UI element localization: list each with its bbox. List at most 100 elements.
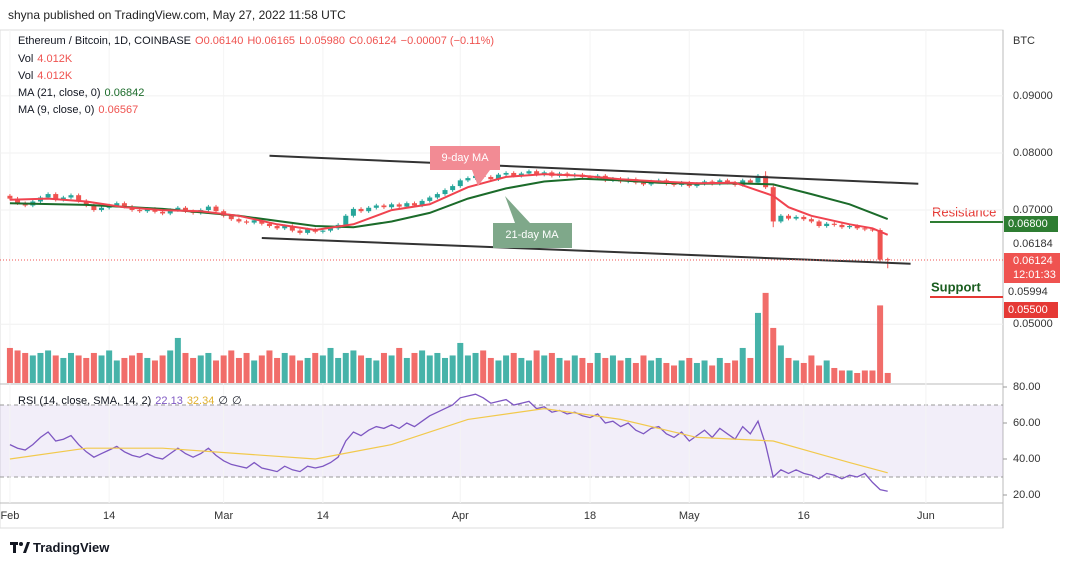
legend-ma9: MA (9, close, 0) — [18, 104, 95, 116]
candle-body — [289, 226, 295, 231]
volume-bar — [60, 357, 67, 383]
volume-bar — [113, 360, 120, 383]
volume-bar — [716, 357, 723, 383]
legend-vol-value: 4.012K — [37, 70, 73, 82]
y-tick-label: 0.05000 — [1013, 318, 1053, 330]
volume-bar — [197, 355, 204, 383]
legend-row: Ethereum / Bitcoin, 1D, COINBASE O0.06140… — [18, 35, 498, 47]
volume-bar — [144, 357, 151, 383]
callout-bg — [493, 196, 572, 248]
candle-body — [266, 223, 272, 227]
volume-bar — [747, 357, 754, 383]
legend-ma21-value: 0.06842 — [104, 87, 145, 99]
volume-bar — [190, 357, 197, 383]
volume-bar — [770, 327, 777, 383]
candle-body — [854, 226, 860, 229]
volume-bar — [304, 357, 311, 383]
candle-body — [847, 226, 853, 228]
volume-bar — [312, 352, 319, 383]
legend-na: ∅ — [231, 395, 242, 407]
legend-vol: Vol — [18, 70, 34, 82]
x-tick-label: 18 — [584, 510, 596, 522]
legend-row: MA (21, close, 0) 0.06842 — [18, 87, 148, 99]
badge-text: 0.05994 — [1008, 286, 1048, 298]
volume-bar — [52, 355, 59, 383]
candle-body — [137, 210, 143, 212]
legend-row: MA (9, close, 0) 0.06567 — [18, 104, 142, 116]
candle-body — [213, 206, 219, 212]
y-tick-label: 0.09000 — [1013, 90, 1053, 102]
volume-bar — [121, 357, 128, 383]
badge — [1004, 216, 1058, 232]
brand: TradingView — [33, 540, 110, 555]
volume-bar — [541, 355, 548, 383]
badge-text: 0.06124 — [1013, 255, 1053, 267]
volume-bar — [823, 360, 830, 383]
volume-bar — [861, 370, 868, 383]
candle-body — [396, 204, 402, 207]
volume-bar — [518, 357, 525, 383]
rsi-sma-line — [9, 407, 888, 474]
candle-body — [60, 197, 66, 200]
volume-bar — [587, 362, 594, 383]
volume-bar — [319, 355, 326, 383]
volume-bar — [808, 355, 815, 383]
candle-body — [808, 219, 814, 222]
candle-body — [144, 208, 150, 212]
legend-close: C0.06124 — [348, 35, 397, 47]
candle-body — [869, 229, 875, 231]
candle-body — [205, 206, 211, 211]
legend-vol-value: 4.012K — [37, 53, 73, 65]
candle-body — [99, 207, 105, 211]
volume-bar — [655, 357, 662, 383]
badge-text: 0.06184 — [1013, 238, 1053, 250]
candle-body — [389, 204, 395, 208]
candle-body — [511, 172, 517, 176]
volume-bar — [136, 352, 143, 383]
volume-bar — [632, 362, 639, 383]
volume-bar — [106, 350, 113, 383]
candle-body — [816, 221, 822, 227]
volume-bar — [838, 370, 845, 383]
volume-bar — [617, 360, 624, 383]
ma-line — [9, 173, 889, 236]
y-tick-label: 0.08000 — [1013, 147, 1053, 159]
legend-low: L0.05980 — [299, 35, 345, 47]
volume-bar — [129, 355, 136, 383]
volume-bar — [525, 360, 532, 383]
volume-bar — [571, 355, 578, 383]
candle-body — [839, 224, 845, 228]
candle-body — [801, 216, 807, 220]
candle-body — [442, 190, 448, 195]
candle-body — [495, 174, 501, 180]
candle-body — [824, 223, 830, 227]
candle-body — [793, 216, 799, 219]
volume-bar — [159, 355, 166, 383]
volume-bar — [701, 360, 708, 383]
volume-bar — [67, 352, 74, 383]
volume-bar — [854, 372, 861, 383]
candle-body — [534, 171, 540, 175]
volume-bar — [663, 362, 670, 383]
volume-bar — [785, 357, 792, 383]
volume-bar — [98, 355, 105, 383]
volume-bar — [510, 352, 517, 383]
candle-body — [305, 229, 311, 233]
badge-text: 0.06800 — [1008, 218, 1048, 230]
x-tick-label: Apr — [452, 510, 469, 522]
volume-bar — [640, 355, 647, 383]
volume-bar — [228, 350, 235, 383]
candle-body — [770, 187, 776, 222]
volume-bar — [37, 352, 44, 383]
volume-bar — [594, 352, 601, 383]
candle-body — [343, 215, 349, 225]
legend-row: Vol 4.012K — [18, 70, 76, 82]
candle-body — [259, 220, 265, 224]
volume-bar — [564, 360, 571, 383]
candle-body — [755, 175, 761, 183]
x-tick-label: 16 — [798, 510, 810, 522]
candle-body — [297, 230, 303, 233]
volume-bar — [350, 350, 357, 383]
volume-bar — [480, 350, 487, 383]
